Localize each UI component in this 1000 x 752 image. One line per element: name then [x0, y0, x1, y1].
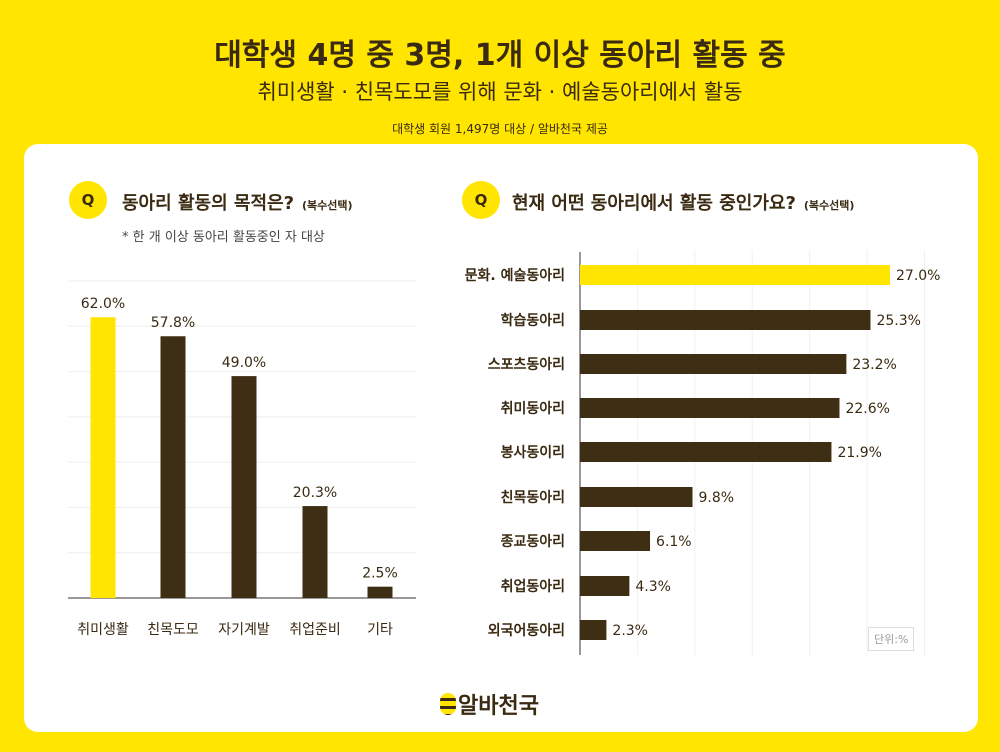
page-title: 대학생 4명 중 3명, 1개 이상 동아리 활동 중: [214, 38, 786, 73]
right-title-note: (복수선택): [803, 199, 855, 212]
logo-text: 알바천국: [458, 694, 539, 719]
left-chart-title: 동아리 활동의 목적은? (복수선택): [122, 189, 353, 215]
bee-icon: [440, 693, 456, 715]
left-chart-subtitle: * 한 개 이상 동아리 활동중인 자 대상: [122, 230, 325, 245]
right-title-text: 현재 어떤 동아리에서 활동 중인가요?: [512, 193, 796, 214]
right-chart-title: 현재 어떤 동아리에서 활동 중인가요? (복수선택): [512, 189, 854, 215]
left-title-text: 동아리 활동의 목적은?: [122, 193, 295, 214]
brand-logo: 알바천국: [440, 688, 539, 720]
q-badge-right: Q: [462, 181, 500, 219]
source-note: 대학생 회원 1,497명 대상 / 알바천국 제공: [392, 122, 608, 136]
left-title-note: (복수선택): [302, 199, 353, 212]
q-badge-left: Q: [69, 181, 107, 219]
unit-label: 단위:%: [868, 627, 915, 651]
page-subtitle: 취미생활 · 친목도모를 위해 문화 · 예술동아리에서 활동: [257, 80, 743, 104]
